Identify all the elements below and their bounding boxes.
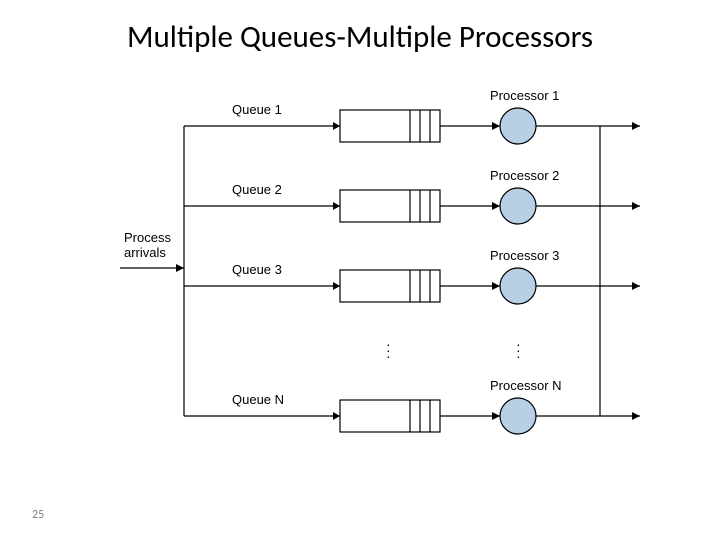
queue-label: Queue 1	[232, 102, 282, 117]
queue-label: Queue 2	[232, 182, 282, 197]
processor-label: Processor 3	[490, 248, 559, 263]
ellipsis-icon: · · ·	[386, 341, 391, 359]
processor-label: Processor N	[490, 378, 562, 393]
diagram-svg	[120, 90, 640, 470]
arrival-label: Process arrivals	[124, 230, 171, 260]
page-number: 25	[32, 508, 44, 522]
processor-label: Processor 2	[490, 168, 559, 183]
queue-processor-diagram: Process arrivals Queue 1 Processor 1 Queue …	[120, 90, 640, 470]
ellipsis-icon: · · ·	[516, 341, 521, 359]
processor-label: Processor 1	[490, 88, 559, 103]
queue-label: Queue 3	[232, 262, 282, 277]
slide-title: Multiple Queues-Multiple Processors	[0, 18, 720, 56]
queue-label: Queue N	[232, 392, 284, 407]
